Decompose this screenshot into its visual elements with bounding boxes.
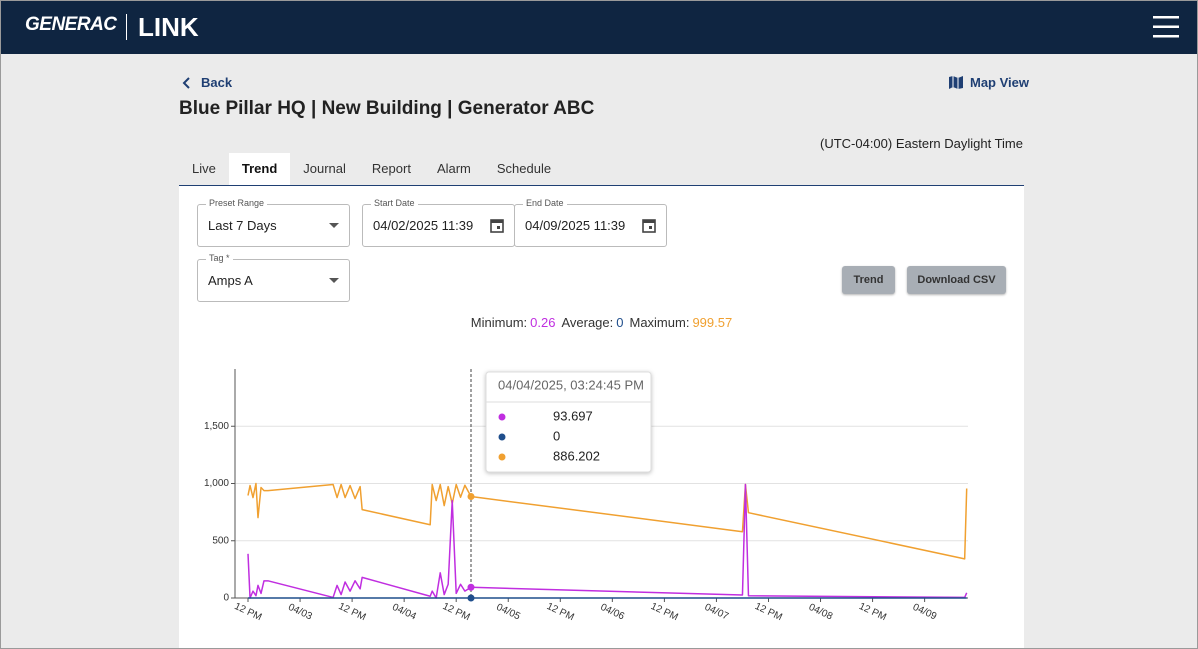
tooltip-box [485, 371, 652, 473]
menu-icon[interactable] [1153, 15, 1180, 39]
field-label: Start Date [371, 198, 418, 208]
tooltip-value: 93.697 [553, 408, 593, 423]
stat-value: 0.26 [530, 315, 556, 330]
product: LINK [138, 12, 199, 42]
end-date-field[interactable]: End Date 04/09/2025 11:39 [514, 198, 667, 247]
x-tick-label: 12 PM [233, 601, 264, 623]
field-label: Preset Range [206, 198, 268, 208]
x-tick-label: 04/06 [599, 602, 627, 623]
stat-value: 0 [616, 315, 624, 330]
stats: Minimum: 0.26 Average: 0 Maximum: 999.57 [179, 315, 1024, 330]
x-tick-label: 04/09 [911, 602, 939, 623]
x-tick-label: 04/04 [390, 602, 418, 623]
page-title: Blue Pillar HQ | New Building | Generato… [179, 98, 595, 119]
calendar-icon[interactable] [642, 218, 656, 233]
y-tick-label: 0 [223, 593, 229, 604]
map-icon[interactable] [948, 75, 964, 90]
field-value: Last 7 Days [208, 218, 277, 233]
back-icon[interactable] [182, 77, 192, 89]
tooltip-dot [498, 433, 506, 441]
x-tick-label: 12 PM [337, 601, 368, 623]
dropdown-arrow [329, 278, 339, 283]
tooltip-value: 886.202 [553, 448, 600, 463]
field-value: 04/02/2025 11:39 [373, 218, 474, 233]
tab[interactable]: Trend [228, 153, 291, 185]
x-tick-label: 04/07 [703, 602, 731, 623]
hover-point [467, 583, 475, 591]
y-tick-label: 1,500 [204, 421, 229, 432]
field-value: 04/09/2025 11:39 [525, 218, 626, 233]
stat-value: 999.57 [692, 315, 733, 330]
field-label: Tag * [206, 253, 233, 263]
y-tick-label: 1,000 [204, 478, 229, 489]
tag-field[interactable]: Tag * Amps A [197, 253, 350, 302]
y-tick-label: 500 [212, 535, 229, 546]
trend-button[interactable]: Trend [842, 266, 895, 294]
divider [126, 14, 127, 40]
x-tick-label: 12 PM [753, 601, 784, 623]
stat-label: Minimum: [470, 315, 528, 330]
tab[interactable]: Report [371, 161, 411, 176]
tooltip-dot [498, 453, 506, 461]
x-tick-label: 12 PM [441, 601, 472, 623]
hover-point [467, 493, 475, 501]
download-csv-button[interactable]: Download CSV [907, 266, 1006, 294]
tooltip-value: 0 [553, 428, 560, 443]
tab[interactable]: Alarm [436, 161, 471, 176]
map-view-link[interactable]: Map View [970, 75, 1030, 90]
x-tick-label: 04/05 [495, 602, 523, 623]
brand: GENERAC [25, 14, 117, 35]
series-line [247, 482, 968, 560]
field-value: Amps A [208, 273, 253, 288]
field-label: End Date [523, 198, 567, 208]
series-line [247, 483, 968, 599]
timezone: (UTC-04:00) Eastern Daylight Time [819, 136, 1023, 151]
x-tick-label: 12 PM [649, 601, 680, 623]
tab[interactable]: Live [192, 161, 216, 176]
hover-point [467, 594, 475, 602]
back-link[interactable]: Back [201, 75, 233, 90]
tab[interactable]: Journal [303, 161, 346, 176]
tooltip-dot [498, 413, 506, 421]
header: GENERAC LINK [1, 1, 1197, 54]
tab[interactable]: Schedule [496, 161, 552, 176]
calendar-icon[interactable] [490, 218, 504, 233]
x-tick-label: 04/08 [807, 602, 835, 623]
x-tick-label: 12 PM [857, 601, 888, 623]
stat-label: Average: [561, 315, 614, 330]
dropdown-arrow [329, 223, 339, 228]
tab-bar: Live Trend Journal Report Alarm Schedule [179, 153, 1024, 186]
start-date-field[interactable]: Start Date 04/02/2025 11:39 [362, 198, 515, 247]
stat-label: Maximum: [629, 315, 690, 330]
tooltip-title: 04/04/2025, 03:24:45 PM [498, 377, 644, 392]
x-tick-label: 04/03 [286, 602, 314, 623]
x-tick-label: 12 PM [545, 601, 576, 623]
preset-range-field[interactable]: Preset Range Last 7 Days [197, 198, 350, 247]
